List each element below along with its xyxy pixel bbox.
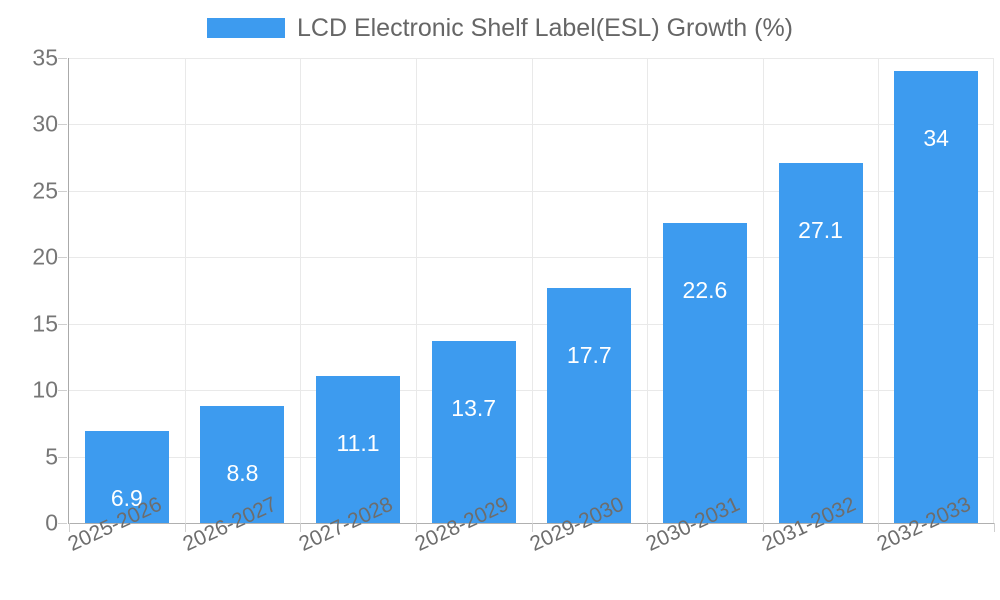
- bar-value-label: 22.6: [682, 276, 728, 303]
- y-axis-tick-label: 0: [45, 509, 58, 536]
- y-axis-tick-label: 35: [32, 44, 58, 71]
- x-axis-tick-mark: [532, 523, 533, 532]
- bar[interactable]: 34: [894, 71, 979, 523]
- bar-value-label: 13.7: [451, 395, 497, 421]
- bar[interactable]: 6.9: [84, 431, 169, 523]
- y-gridline: [69, 323, 994, 325]
- bar[interactable]: 27.1: [778, 162, 863, 523]
- y-axis-tick-label: 20: [32, 243, 58, 270]
- bar[interactable]: 8.8: [200, 406, 285, 523]
- y-gridline: [69, 58, 994, 59]
- y-axis-tick-mark: [58, 523, 67, 524]
- bar-value-label: 27.1: [798, 216, 843, 243]
- y-axis-tick-label: 5: [45, 443, 58, 470]
- y-axis-tick-mark: [58, 257, 67, 259]
- y-gridline: [69, 390, 994, 392]
- y-axis-tick-label: 30: [32, 110, 58, 137]
- y-gridline: [69, 523, 994, 524]
- legend-color-swatch-icon: [206, 18, 285, 38]
- x-gridline: [532, 58, 533, 523]
- y-axis-tick-mark: [58, 390, 67, 392]
- x-axis-tick-mark: [185, 523, 186, 532]
- legend-item-esl-growth[interactable]: LCD Electronic Shelf Label(ESL) Growth (…: [206, 13, 794, 42]
- x-axis-tick-mark: [416, 523, 417, 532]
- y-gridline: [69, 190, 994, 192]
- x-axis-tick-mark: [69, 523, 70, 532]
- plot-area: 6.9 8.8 11.1 13.7 17.7 22.6 27.1 34: [69, 58, 994, 524]
- x-axis-tick-mark: [994, 523, 995, 532]
- bar[interactable]: 11.1: [316, 375, 401, 523]
- x-axis-tick-mark: [763, 523, 764, 532]
- bar-value-label: 8.8: [226, 460, 259, 487]
- x-gridline: [185, 58, 186, 523]
- y-axis-tick-mark: [58, 323, 67, 325]
- y-axis-line: [68, 58, 69, 524]
- x-gridline: [878, 58, 879, 523]
- bar[interactable]: 22.6: [662, 222, 747, 523]
- x-gridline: [300, 58, 301, 523]
- bar-value-label: 34: [923, 125, 949, 152]
- y-axis-tick-mark: [58, 58, 67, 59]
- y-axis-tick-mark: [58, 456, 67, 458]
- x-gridline: [993, 58, 994, 523]
- x-gridline: [763, 58, 764, 523]
- y-gridline: [69, 456, 994, 458]
- bar-value-label: 6.9: [110, 485, 143, 512]
- legend-item-label: LCD Electronic Shelf Label(ESL) Growth (…: [296, 13, 794, 42]
- bar-value-label: 11.1: [336, 429, 380, 456]
- bar[interactable]: 13.7: [431, 341, 516, 523]
- bar[interactable]: 17.7: [547, 287, 632, 523]
- y-axis-tick-label: 10: [32, 376, 58, 403]
- x-gridline: [416, 58, 417, 523]
- y-axis-tick-label: 15: [32, 310, 58, 337]
- y-axis-tick-label: 25: [32, 177, 58, 204]
- bar-value-label: 17.7: [566, 341, 612, 368]
- x-axis-tick-mark: [300, 523, 301, 532]
- x-axis-tick-mark: [878, 523, 879, 532]
- x-gridline: [647, 58, 648, 523]
- y-gridline: [69, 124, 994, 126]
- chart-legend: LCD Electronic Shelf Label(ESL) Growth (…: [0, 10, 1000, 46]
- y-axis: 0 5 10 15 20 25 30 35: [0, 46, 67, 534]
- y-axis-tick-mark: [58, 124, 67, 126]
- x-axis-tick-mark: [647, 523, 648, 532]
- y-axis-tick-mark: [58, 190, 67, 192]
- y-gridline: [69, 257, 994, 259]
